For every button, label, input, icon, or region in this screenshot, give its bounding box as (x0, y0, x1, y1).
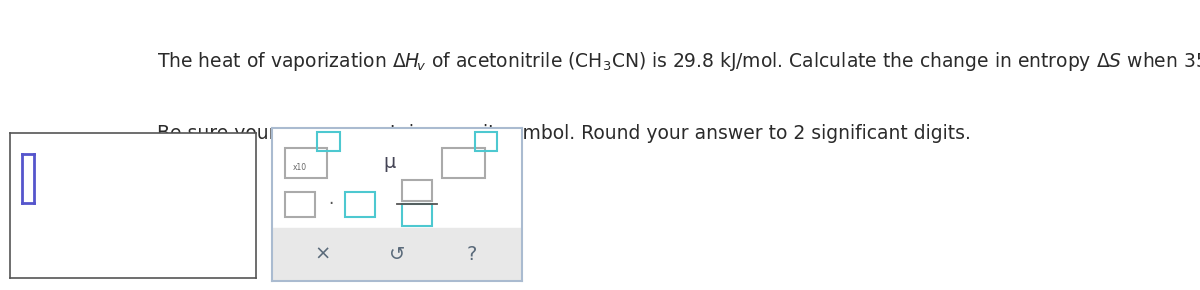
Bar (344, 192, 374, 217)
Text: ↺: ↺ (389, 245, 406, 264)
Bar (284, 192, 314, 217)
Bar (474, 132, 497, 151)
Text: The heat of vaporization $\Delta H_{\!v}$ of acetonitrile $\left(\mathrm{CH_3CN}: The heat of vaporization $\Delta H_{\!v}… (157, 50, 1200, 73)
Text: x10: x10 (293, 163, 307, 172)
Bar (272, 227, 522, 281)
Text: ·: · (329, 195, 334, 213)
Text: ?: ? (467, 245, 478, 264)
Bar (317, 132, 340, 151)
Text: Be sure your answer contains a unit symbol. Round your answer to 2 significant d: Be sure your answer contains a unit symb… (157, 124, 971, 143)
Bar (284, 148, 328, 178)
Bar (402, 180, 432, 201)
Text: ×: × (314, 245, 330, 264)
Text: μ: μ (384, 153, 396, 173)
Bar (442, 148, 485, 178)
Bar (402, 204, 432, 226)
